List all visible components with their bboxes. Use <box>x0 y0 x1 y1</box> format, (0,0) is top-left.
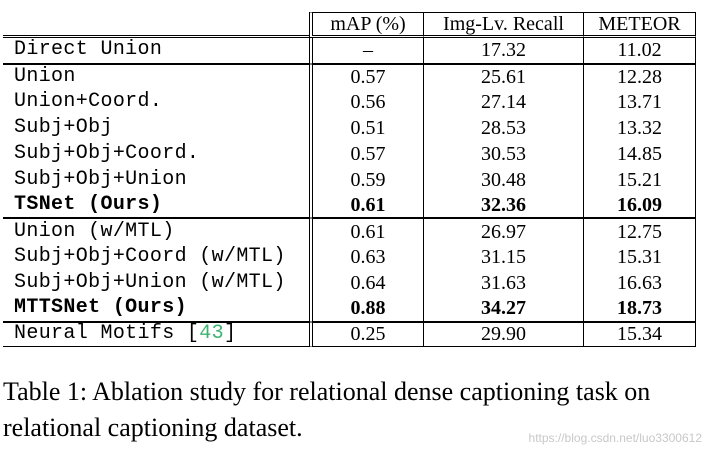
table-row: Union 0.57 25.61 12.28 <box>3 63 696 90</box>
recall-cell: 29.90 <box>423 321 583 348</box>
method-name-end: ] <box>224 322 237 346</box>
meteor-cell: 16.63 <box>583 269 696 296</box>
meteor-cell: 13.32 <box>583 115 696 141</box>
header-map: mAP (%) <box>309 12 423 38</box>
table-row: Subj+Obj 0.51 28.53 13.32 <box>3 115 696 141</box>
map-cell: 0.25 <box>309 321 423 348</box>
recall-cell: 28.53 <box>423 115 583 141</box>
meteor-cell: 13.71 <box>583 89 696 116</box>
table-row: Union+Coord. 0.56 27.14 13.71 <box>3 89 696 116</box>
table-row: Subj+Obj+Union (w/MTL) 0.64 31.63 16.63 <box>3 269 696 296</box>
method-name-cell: TSNet (Ours) <box>3 193 309 219</box>
table-row: Neural Motifs [43] 0.25 29.90 15.34 <box>3 321 696 348</box>
meteor-cell: 18.73 <box>583 295 696 322</box>
method-name-cell: Direct Union <box>3 38 309 64</box>
method-name-cell: Subj+Obj+Union <box>14 167 187 191</box>
meteor-cell: 15.34 <box>583 321 696 348</box>
map-cell: 0.61 <box>309 192 423 219</box>
table-caption: Table 1: Ablation study for relational d… <box>3 377 651 442</box>
table-header-row: mAP (%) Img-Lv. Recall METEOR <box>3 12 696 38</box>
method-name-cell: Union+Coord. <box>14 90 163 114</box>
table-row: MTTSNet (Ours) 0.88 34.27 18.73 <box>3 295 696 322</box>
method-name-cell: Union <box>3 63 309 90</box>
method-name-cell: MTTSNet (Ours) <box>3 296 309 322</box>
meteor-cell: 11.02 <box>583 37 696 64</box>
table-row: Direct Union –17.32 11.02 <box>3 37 696 64</box>
recall-cell: 25.61 <box>423 63 583 90</box>
recall-cell: 17.32 <box>423 37 583 64</box>
ablation-table: mAP (%) Img-Lv. Recall METEOR Direct Uni… <box>3 12 696 348</box>
recall-cell: 26.97 <box>423 218 583 245</box>
citation-link[interactable]: 43 <box>199 322 224 346</box>
table-row: Subj+Obj+Coord (w/MTL) 0.63 31.15 15.31 <box>3 244 696 270</box>
recall-cell: 27.14 <box>423 89 583 116</box>
meteor-cell: 16.09 <box>583 192 696 219</box>
meteor-cell: 14.85 <box>583 140 696 167</box>
method-name-cell: Neural Motifs [43] <box>3 321 309 348</box>
map-cell: 0.64 <box>309 269 423 296</box>
header-meteor: METEOR <box>583 12 696 38</box>
recall-cell: 30.48 <box>423 166 583 193</box>
map-cell: – <box>309 37 423 64</box>
map-cell: 0.61 <box>309 218 423 245</box>
recall-cell: 34.27 <box>423 295 583 322</box>
map-cell: 0.51 <box>309 115 423 141</box>
recall-cell: 31.15 <box>423 244 583 270</box>
method-name: Neural Motifs [ <box>14 322 200 346</box>
method-name-cell: Subj+Obj+Coord (w/MTL) <box>14 245 286 269</box>
table-row: Union (w/MTL) 0.61 26.97 12.75 <box>3 218 696 245</box>
table-row: TSNet (Ours) 0.61 32.36 16.09 <box>3 192 696 219</box>
header-recall: Img-Lv. Recall <box>423 12 583 38</box>
map-cell: 0.57 <box>309 140 423 167</box>
watermark: https://blog.csdn.net/luo3300612 <box>528 431 702 445</box>
meteor-cell: 15.21 <box>583 166 696 193</box>
meteor-cell: 12.28 <box>583 63 696 90</box>
recall-cell: 31.63 <box>423 269 583 296</box>
method-name-cell: Subj+Obj+Union (w/MTL) <box>14 270 286 294</box>
table-row: Subj+Obj+Coord. 0.57 30.53 14.85 <box>3 140 696 167</box>
header-empty-cell <box>3 12 309 38</box>
recall-cell: 32.36 <box>423 192 583 219</box>
recall-cell: 30.53 <box>423 140 583 167</box>
meteor-cell: 15.31 <box>583 244 696 270</box>
method-name-cell: Subj+Obj <box>14 116 113 140</box>
method-name-cell: Subj+Obj+Coord. <box>14 141 200 165</box>
map-cell: 0.88 <box>309 295 423 322</box>
map-cell: 0.63 <box>309 244 423 270</box>
meteor-cell: 12.75 <box>583 218 696 245</box>
map-cell: 0.57 <box>309 63 423 90</box>
method-name-cell: Union (w/MTL) <box>3 218 309 244</box>
map-cell: 0.59 <box>309 166 423 193</box>
table-row: Subj+Obj+Union 0.59 30.48 15.21 <box>3 166 696 193</box>
map-cell: 0.56 <box>309 89 423 116</box>
